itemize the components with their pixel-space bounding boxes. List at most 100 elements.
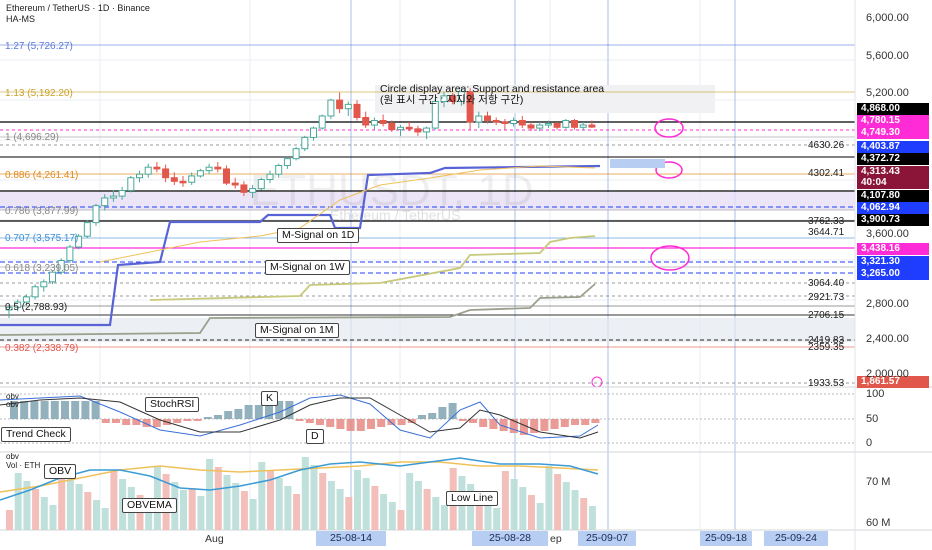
stoch-histogram-bar [132, 419, 141, 425]
price-box: 1,861.57 [857, 376, 929, 388]
level-label: 2419.83 [808, 335, 845, 346]
candle-body [379, 119, 387, 124]
axis-label: 5,600.00 [866, 50, 909, 62]
candle-body [127, 177, 135, 191]
date-chip[interactable]: 25-09-24 [764, 531, 828, 546]
volume-bar [14, 473, 22, 530]
volume-bar [354, 470, 361, 530]
volume-bar [232, 483, 240, 530]
volume-bar [319, 473, 327, 530]
stoch-histogram-bar [193, 419, 202, 421]
stoch-histogram-bar [550, 419, 559, 429]
stoch-histogram-bar [254, 405, 263, 419]
pane2-title: obv [6, 392, 19, 401]
alert-icon[interactable] [591, 376, 603, 388]
stoch-histogram-bar [571, 419, 579, 425]
fib-level-label: 1 (4,696.29) [5, 132, 59, 143]
stoch-histogram-bar [499, 419, 508, 431]
annotation-zone [375, 85, 715, 113]
level-label: 2706.15 [808, 310, 845, 321]
candle-body [492, 119, 500, 123]
volume-bar [40, 497, 48, 530]
stoch-histogram-bar [244, 405, 253, 419]
candle-body [397, 126, 404, 131]
candle-body [327, 99, 335, 117]
date-chip[interactable]: 25-08-28 [472, 531, 548, 546]
candle-body [240, 184, 248, 193]
symbol-title: Ethereum / TetherUS · 1D · Binance [6, 3, 150, 13]
axis-label: 2,000.00 [866, 368, 909, 380]
callout-msignal-1d: M-Signal on 1D [277, 228, 360, 243]
stoch-histogram-bar [530, 419, 539, 433]
stoch-histogram-bar [122, 419, 131, 425]
pane2-sub: obv [6, 400, 19, 409]
stoch-axis-label: 0 [866, 437, 873, 449]
volume-bar [101, 508, 109, 530]
volume-bar [284, 486, 292, 530]
volume-bar [327, 481, 335, 530]
fib-level-label: 0.707 (3,575.17) [5, 233, 79, 244]
stoch-histogram-bar [40, 401, 49, 419]
volume-bar [501, 471, 509, 530]
stoch-histogram-bar [418, 415, 426, 419]
stoch-histogram-bar [20, 401, 29, 419]
candle-body [22, 296, 30, 303]
stoch-histogram-bar [224, 411, 233, 419]
candle-body [14, 301, 22, 308]
candle-body [144, 166, 152, 175]
date-chip[interactable]: 25-09-07 [578, 531, 636, 546]
callout-obvema: OBVEMA [122, 498, 177, 513]
candle-body [301, 136, 309, 150]
stoch-histogram-bar [581, 419, 590, 425]
annotation-line-1: Circle display area: Support and resista… [380, 83, 605, 95]
stoch-histogram-bar [81, 401, 90, 419]
date-chip[interactable]: 25-08-14 [316, 531, 386, 546]
stochrsi-pane [0, 393, 855, 444]
volume-bar [240, 491, 248, 530]
volume-bar [6, 510, 13, 530]
stoch-axis-label: 50 [866, 413, 879, 425]
volume-bar [345, 497, 353, 530]
stoch-histogram-bar [428, 413, 437, 419]
candle-body [449, 95, 457, 103]
axis-label: 2,800.00 [866, 298, 909, 310]
axis-label: 2,400.00 [866, 333, 909, 345]
candle-body [5, 306, 13, 311]
candle-body [336, 99, 344, 110]
level-label: 2359.35 [808, 342, 845, 353]
volume-bar [23, 481, 31, 530]
level-label: 2921.73 [808, 292, 845, 303]
volume-bar [554, 474, 562, 530]
msignal-1w-line [149, 235, 596, 301]
callout-k: K [261, 391, 279, 406]
stoch-histogram-bar [458, 419, 467, 421]
stoch-histogram-bar [61, 401, 69, 419]
candle-body [440, 95, 448, 103]
candle-body [344, 103, 352, 110]
volume-bar [249, 499, 257, 530]
axis-label: 6,000.00 [866, 12, 909, 24]
stoch-histogram-bar [50, 401, 59, 419]
stoch-histogram-bar [540, 419, 549, 431]
date-chip[interactable]: 25-09-18 [700, 531, 752, 546]
support-zone [0, 318, 855, 342]
stoch-histogram-bar [173, 419, 182, 423]
volume-bar [214, 467, 222, 530]
level-label: 4302.41 [808, 168, 845, 179]
candle-body [571, 119, 578, 128]
candle-body [475, 115, 483, 123]
level-label: 4630.26 [808, 140, 845, 151]
price-box: 40:04 [857, 177, 929, 189]
fib-level-label: 0.618 (3,239.05) [5, 263, 79, 274]
stoch-histogram-bar [397, 419, 406, 425]
volume-bar [66, 476, 74, 530]
candle-body [544, 122, 552, 126]
pane3-title: obv [6, 452, 19, 461]
price-box: 4,749.30 [857, 127, 929, 139]
volume-axis-label: 60 M [866, 517, 891, 529]
fib-lines [0, 44, 855, 348]
stoch-histogram-bar [479, 419, 488, 427]
volume-bar [362, 478, 370, 530]
stoch-histogram-bar [142, 419, 151, 427]
